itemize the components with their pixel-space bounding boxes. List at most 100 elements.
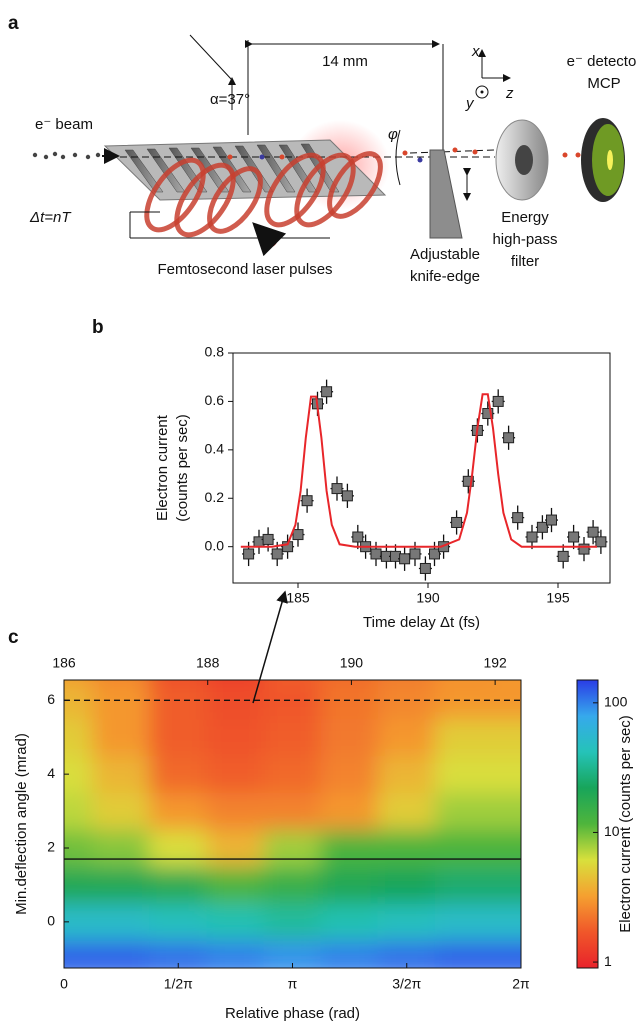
- data-point: [409, 548, 421, 560]
- x-tick-label: 2π: [512, 976, 530, 992]
- distance-label: 14 mm: [322, 53, 368, 70]
- heatmap-cell: [149, 755, 208, 794]
- y-tick-label: 0.0: [205, 537, 225, 553]
- data-point: [587, 526, 599, 538]
- data-point: [462, 475, 474, 487]
- heatmap-cell: [149, 939, 208, 968]
- phase-label: φ: [388, 126, 398, 143]
- heatmap-cell: [149, 680, 208, 683]
- data-point: [390, 550, 401, 562]
- heatmap-area: [64, 680, 521, 968]
- heatmap-cell: [92, 718, 151, 757]
- data-point: [262, 533, 274, 545]
- y-tick-label: 0.6: [205, 392, 225, 408]
- heatmap-cell: [206, 680, 265, 683]
- y-axis-label: (counts per sec): [174, 414, 191, 522]
- heatmap-cell: [491, 755, 521, 794]
- heatmap-cell: [491, 680, 521, 683]
- heatmap-cell: [263, 792, 322, 831]
- heatmap-cell: [320, 829, 379, 867]
- heatmap-cell: [206, 829, 265, 867]
- data-point: [301, 495, 313, 507]
- filter-label: Energy: [501, 209, 549, 226]
- panel-b: 185 190 195 0.0 0.2 0.4 0.6 0.8 Time delay Δt (f…: [154, 344, 611, 631]
- data-point: [578, 543, 590, 555]
- heatmap-cell: [92, 939, 151, 968]
- axis-label: y: [465, 95, 475, 112]
- data-point: [526, 531, 538, 543]
- heatmap-cell: [434, 755, 493, 794]
- data-point: [503, 432, 515, 444]
- heatmap-cell: [92, 865, 151, 904]
- data-point: [271, 548, 283, 560]
- laser-label: Femtosecond laser pulses: [157, 261, 332, 278]
- x-tick-label: 185: [286, 590, 310, 606]
- heatmap-cell: [434, 680, 493, 683]
- heatmap-cell: [206, 718, 265, 757]
- heatmap-cell: [263, 681, 322, 720]
- heatmap-cell: [320, 939, 379, 968]
- heatmap-cell: [491, 792, 521, 831]
- beam-label: e⁻ beam: [35, 116, 93, 133]
- heatmap-cell: [206, 865, 265, 904]
- heatmap-cell: [263, 829, 322, 867]
- heatmap-cell: [434, 718, 493, 757]
- x-tick-label: 1/2π: [164, 976, 193, 992]
- heatmap-cell: [149, 902, 208, 941]
- heatmap-cell: [491, 865, 521, 904]
- heatmap-cell: [64, 792, 94, 831]
- colorbar-tick-label: 1: [604, 953, 612, 969]
- heatmap-cell: [263, 865, 322, 904]
- heatmap-cell: [434, 792, 493, 831]
- y-tick-label: 0.8: [205, 344, 225, 360]
- y-tick-label: 0.2: [205, 489, 225, 505]
- data-point: [419, 562, 431, 574]
- colorbar-tick-label: 100: [604, 694, 628, 710]
- heatmap-cell: [320, 792, 379, 831]
- panel-label: c: [8, 627, 19, 648]
- heatmap-cell: [263, 680, 322, 683]
- heatmap-cell: [92, 902, 151, 941]
- y-axis-label: Electron current: [154, 414, 171, 521]
- heatmap-cell: [263, 718, 322, 757]
- heatmap-cell: [377, 755, 436, 794]
- fit-line: [240, 393, 597, 548]
- data-point: [546, 514, 557, 526]
- heatmap-cell: [206, 755, 265, 794]
- data-point: [243, 548, 255, 560]
- heatmap-cell: [149, 829, 208, 867]
- data-point: [536, 521, 548, 533]
- y-tick-label: 2: [47, 839, 55, 855]
- data-point: [451, 516, 463, 528]
- x-tick-label: 3/2π: [392, 976, 421, 992]
- laser-arrow: [252, 222, 287, 257]
- y-tick-label: 4: [47, 765, 55, 781]
- heatmap-cell: [320, 865, 379, 904]
- heatmap-cell: [92, 829, 151, 867]
- heatmap: [64, 680, 521, 968]
- panel-label: b: [92, 317, 104, 338]
- heatmap-cell: [491, 829, 521, 867]
- y-tick-label: 6: [47, 691, 55, 707]
- axis-label: x: [471, 43, 480, 60]
- heatmap-cell: [64, 865, 94, 904]
- heatmap-cell: [434, 865, 493, 904]
- x-tick-label: 190: [416, 590, 440, 606]
- heatmap-cell: [377, 792, 436, 831]
- data-point: [292, 529, 304, 541]
- knife-label: Adjustable: [410, 246, 480, 263]
- x-axis-label: Relative phase (rad): [225, 1005, 360, 1022]
- panel-label: a: [8, 13, 19, 34]
- data-point: [568, 531, 580, 543]
- beam-axis: [409, 149, 496, 154]
- link-arrow: [252, 590, 288, 704]
- heatmap-cell: [92, 792, 151, 831]
- data-point: [331, 483, 343, 495]
- data-point: [352, 531, 364, 543]
- y-axis-label: Min.deflection angle (mrad): [13, 733, 30, 915]
- heatmap-cell: [377, 939, 436, 968]
- y-tick-label: 0: [47, 913, 55, 929]
- heatmap-cell: [206, 792, 265, 831]
- x-tick-label: 195: [546, 590, 570, 606]
